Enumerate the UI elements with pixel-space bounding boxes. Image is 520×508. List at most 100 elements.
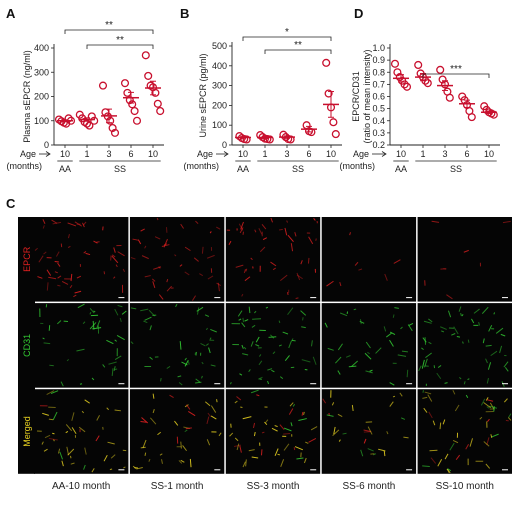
vessel-signal	[349, 232, 351, 236]
vessel-signal	[38, 255, 44, 263]
vessel-signal	[257, 376, 263, 380]
row-label: CD31	[22, 334, 32, 357]
vessel-signal	[144, 275, 151, 278]
vessel-signal	[244, 276, 251, 282]
micrograph-tile	[321, 389, 417, 474]
vessel-signal	[148, 458, 151, 462]
vessel-signal	[130, 341, 134, 345]
vessel-signal	[46, 269, 52, 276]
group-label: AA	[395, 164, 407, 174]
vessel-signal	[503, 361, 509, 368]
vessel-signal	[460, 312, 462, 317]
x-category-label: 10	[396, 149, 406, 159]
vessel-signal	[201, 375, 203, 379]
column-label: SS-1 month	[151, 481, 204, 492]
vessel-signal	[250, 389, 259, 394]
vessel-signal	[259, 246, 266, 253]
data-point	[110, 128, 120, 137]
vessel-signal	[365, 370, 373, 374]
vessel-signal	[234, 400, 238, 404]
vessel-signal	[400, 326, 403, 330]
vessel-signal	[169, 394, 174, 398]
vessel-signal	[182, 445, 187, 452]
vessel-signal	[228, 240, 232, 246]
vessel-signal	[284, 227, 288, 236]
micrograph-tile	[129, 389, 225, 474]
age-label: Age	[20, 149, 36, 159]
vessel-signal	[258, 228, 263, 235]
vessel-signal	[279, 424, 285, 431]
vessel-signal	[267, 368, 273, 371]
vessel-signal	[156, 217, 159, 221]
vessel-signal	[67, 448, 75, 456]
row-label: EPCR	[22, 246, 32, 272]
vessel-signal	[61, 460, 64, 467]
vessel-signal	[117, 251, 125, 257]
vessel-signal	[363, 429, 371, 433]
vessel-signal	[238, 318, 242, 321]
vessel-signal	[489, 405, 498, 409]
micrograph-tile	[225, 389, 321, 474]
vessel-signal	[427, 394, 433, 402]
vessel-signal	[469, 438, 474, 447]
vessel-signal	[400, 417, 406, 420]
vessel-signal	[265, 306, 269, 309]
vessel-signal	[166, 285, 173, 292]
vessel-signal	[478, 322, 480, 326]
vessel-signal	[463, 381, 466, 385]
vessel-signal	[69, 284, 73, 289]
vessel-signal	[295, 297, 299, 299]
vessel-signal	[89, 322, 97, 330]
vessel-signal	[93, 240, 98, 244]
vessel-signal	[424, 391, 432, 395]
micrograph-tile	[417, 303, 512, 388]
micrograph-tile	[34, 303, 129, 388]
micrograph-tile	[129, 303, 225, 388]
vessel-signal	[255, 336, 260, 343]
vessel-signal	[399, 392, 403, 397]
vessel-signal	[84, 399, 90, 404]
x-category-label: 1	[262, 149, 267, 159]
vessel-signal	[271, 427, 278, 432]
column-label: SS-6 month	[342, 481, 395, 492]
data-point	[414, 60, 423, 70]
vessel-signal	[287, 234, 294, 242]
vessel-signal	[70, 462, 75, 465]
vessel-signal	[239, 445, 242, 453]
vessel-signal	[301, 411, 304, 416]
vessel-signal	[454, 404, 460, 412]
vessel-signal	[113, 276, 116, 279]
vessel-signal	[490, 350, 498, 357]
vessel-signal	[89, 307, 95, 314]
vessel-signal	[96, 415, 100, 421]
vessel-signal	[42, 337, 45, 340]
data-point	[130, 107, 139, 116]
vessel-signal	[119, 317, 122, 323]
micrograph-grid: EPCR CD31 Merged AA-10 month SS-1 month SS-3 …	[18, 217, 512, 492]
vessel-signal	[149, 356, 153, 360]
age-arrow-head	[223, 151, 229, 157]
vessel-signal	[210, 328, 217, 333]
vessel-signal	[116, 334, 125, 341]
micrograph-background	[225, 217, 321, 302]
vessel-signal	[34, 247, 38, 251]
vessel-signal	[248, 306, 251, 314]
vessel-signal	[452, 389, 456, 395]
micrograph-tile	[225, 303, 321, 388]
y-tick-label: 400	[34, 43, 49, 53]
vessel-signal	[283, 433, 291, 435]
vessel-signal	[481, 306, 489, 314]
vessel-signal	[54, 271, 58, 274]
vessel-signal	[240, 221, 244, 230]
vessel-signal	[451, 333, 456, 336]
vessel-signal	[303, 411, 305, 416]
group-label: AA	[59, 164, 71, 174]
vessel-signal	[332, 429, 340, 437]
group-label: SS	[292, 164, 304, 174]
vessel-signal	[96, 320, 101, 328]
row-label-strip	[18, 217, 35, 474]
data-point	[108, 123, 117, 133]
vessel-signal	[465, 394, 469, 398]
vessel-signal	[179, 264, 183, 267]
